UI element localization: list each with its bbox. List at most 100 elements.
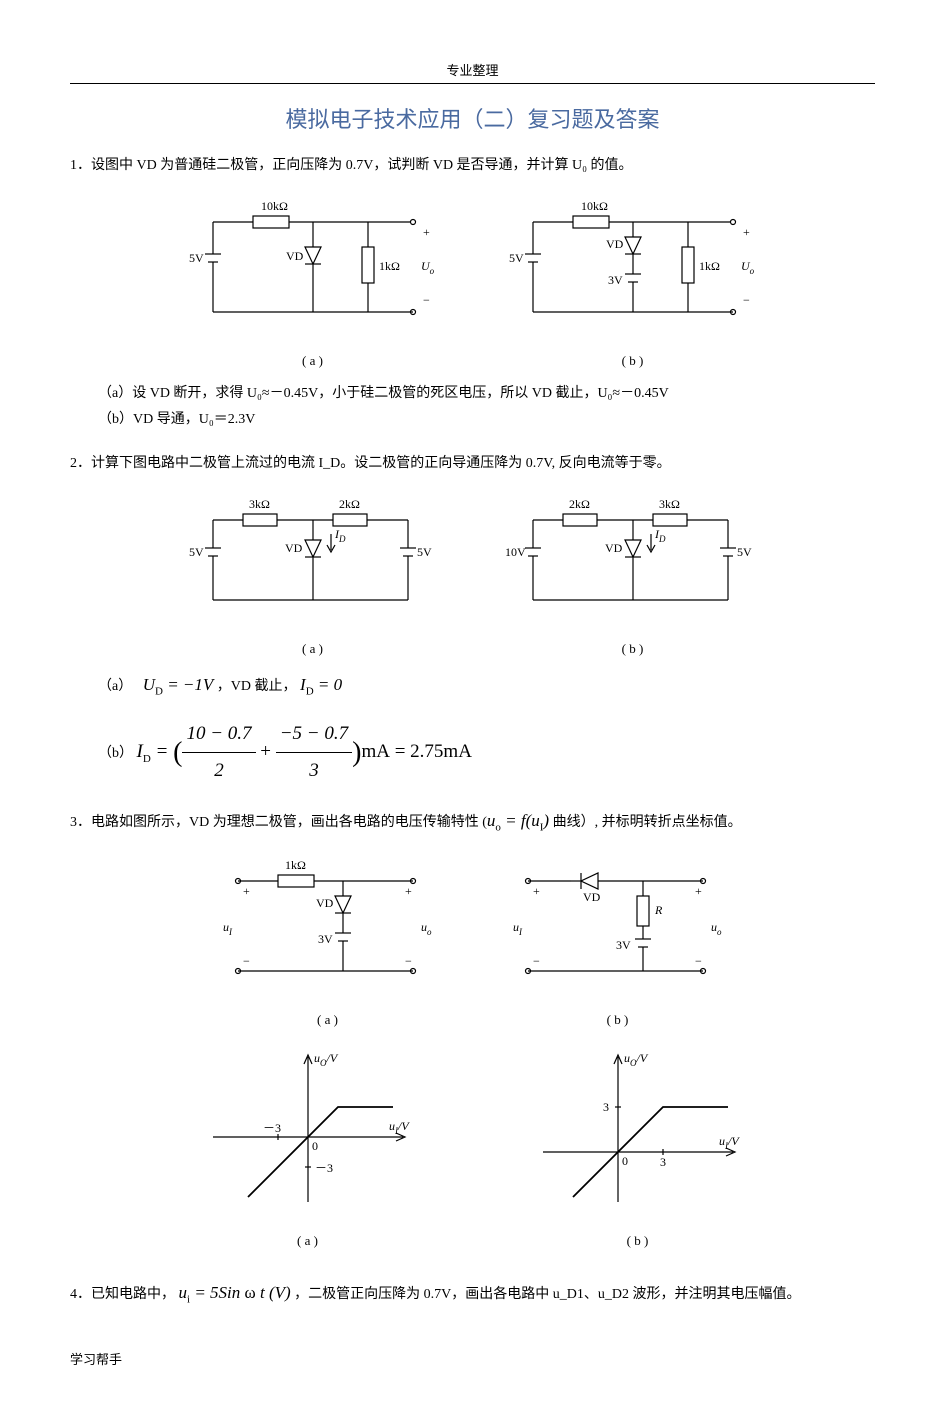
- q1b-rload: 1kΩ: [699, 259, 720, 273]
- q1b-uo-sub: o: [749, 266, 754, 276]
- q1a-r-top: 10kΩ: [261, 199, 288, 213]
- circuit-2a-svg: 3kΩ 2kΩ 5V 5V VD ID: [183, 490, 443, 630]
- circuit-1b-svg: 10kΩ 5V VD 3V 1kΩ + Uo −: [503, 192, 763, 342]
- q1b-vbias: 3V: [608, 273, 623, 287]
- q3a-vbias: 3V: [318, 932, 333, 946]
- gb-yunit: /V: [635, 1051, 648, 1065]
- q1a-minus: −: [423, 293, 430, 307]
- q1a-uo-sub: o: [429, 266, 434, 276]
- formula-ud: UD = −1V: [143, 675, 214, 694]
- q2a-vd: VD: [285, 541, 303, 555]
- ga-neg3y: －3: [315, 1161, 333, 1175]
- p3-formula: uo = f(uI): [487, 811, 549, 830]
- q3a-ui-sub: I: [228, 927, 233, 937]
- svg-text:uo: uo: [711, 920, 722, 937]
- q1b-plus: +: [743, 225, 750, 239]
- q2a-vright: 5V: [417, 545, 432, 559]
- q3a-rtop: 1kΩ: [285, 858, 306, 872]
- ga-neg3x: －3: [263, 1121, 281, 1135]
- ans-2b-pre: （b）: [98, 746, 133, 761]
- q2b-vd: VD: [605, 541, 623, 555]
- gb-3y: 3: [603, 1100, 609, 1114]
- svg-text:ID: ID: [654, 527, 666, 544]
- f2b-eq: = 2.75mA: [395, 741, 472, 762]
- fig-2a-cap: ( a ): [183, 641, 443, 657]
- p3-post: 曲线）, 并标明转折点坐标值。: [549, 815, 742, 830]
- f2b-den2: 3: [276, 753, 352, 789]
- ans-2b: （b） ID = (10 − 0.72 + −5 − 0.73)mA = 2.7…: [98, 716, 875, 789]
- gb-xunit: /V: [727, 1134, 740, 1148]
- ga-xunit: /V: [397, 1119, 410, 1133]
- graph-3b: uO/V uI/V 3 3 0 ( b ): [523, 1042, 753, 1249]
- graph-3b-cap: ( b ): [523, 1233, 753, 1249]
- q3b-vd: VD: [583, 890, 601, 904]
- ans-2a-pre: （a）: [98, 679, 132, 694]
- q1b-vd: VD: [606, 237, 624, 251]
- ans-1a: （a）设 VD 断开，求得 U₀≈－0.45V，小于硅二极管的死区电压，所以 V…: [98, 381, 875, 408]
- ans-2a: （a） UD = −1V ，VD 截止， ID = 0: [98, 669, 875, 702]
- q1b-r-top: 10kΩ: [581, 199, 608, 213]
- q2b-r1: 2kΩ: [569, 497, 590, 511]
- graph-3a: uO/V uI/V －3 －3 0 ( a ): [193, 1042, 423, 1249]
- q3a-uo-sub: o: [427, 927, 432, 937]
- p4-post: ，二极管正向压降为 0.7V，画出各电路中 u_D1、u_D2 波形，并注明其电…: [294, 1287, 800, 1302]
- svg-text:uO/V: uO/V: [314, 1051, 339, 1068]
- q3a-minus-r: −: [405, 954, 412, 968]
- f2b-den1: 2: [182, 753, 255, 789]
- q3b-r: R: [654, 903, 663, 917]
- svg-text:uI: uI: [513, 920, 523, 937]
- problem-2-text: 2．计算下图电路中二极管上流过的电流 I_D。设二极管的正向导通压降为 0.7V…: [70, 452, 875, 476]
- circuit-2b-svg: 2kΩ 3kΩ 10V 5V VD ID: [503, 490, 763, 630]
- f2b-plus: +: [260, 741, 271, 762]
- formula-id0: ID = 0: [300, 675, 342, 694]
- q2a-vleft: 5V: [189, 545, 204, 559]
- q1b-minus: −: [743, 293, 750, 307]
- graph-3a-svg: uO/V uI/V －3 －3 0: [193, 1042, 423, 1222]
- svg-text:Uo: Uo: [421, 259, 435, 276]
- q3b-plus-r: +: [695, 884, 702, 898]
- problem-3-graphs: uO/V uI/V －3 －3 0 ( a ) uO/V: [70, 1042, 875, 1249]
- fig-3b: + − uI VD R 3V + − uo ( b ): [503, 851, 733, 1028]
- problem-3-text: 3．电路如图所示，VD 为理想二极管，画出各电路的电压传输特性 (uo = f(…: [70, 807, 875, 837]
- p4-formula: ui = 5Sin ω t (V): [179, 1283, 291, 1302]
- ga-yunit: /V: [325, 1051, 338, 1065]
- q3b-uo-sub: o: [717, 927, 722, 937]
- q2a-r2: 2kΩ: [339, 497, 360, 511]
- circuit-1a-svg: 10kΩ 5V VD 1kΩ + Uo −: [183, 192, 443, 342]
- q3a-plus-l: +: [243, 884, 250, 898]
- q1a-vd: VD: [286, 249, 304, 263]
- graph-3a-cap: ( a ): [193, 1233, 423, 1249]
- fig-2b: 2kΩ 3kΩ 10V 5V VD ID ( b ): [503, 490, 763, 657]
- circuit-3a-svg: 1kΩ + − uI VD 3V + − uo: [213, 851, 443, 1001]
- f2b-num2: −5 − 0.7: [276, 716, 352, 753]
- fig-1a-cap: ( a ): [183, 353, 443, 369]
- q3a-minus-l: −: [243, 954, 250, 968]
- q1a-rload: 1kΩ: [379, 259, 400, 273]
- q1b-vsrc: 5V: [509, 251, 524, 265]
- page-header: 专业整理: [70, 60, 875, 79]
- q2b-id-sub: D: [658, 534, 666, 544]
- fig-3a: 1kΩ + − uI VD 3V + − uo ( a ): [213, 851, 443, 1028]
- page-footer: 学习帮手: [70, 1349, 875, 1368]
- q3a-plus-r: +: [405, 884, 412, 898]
- q1a-plus: +: [423, 225, 430, 239]
- svg-text:uI/V: uI/V: [389, 1119, 410, 1136]
- svg-text:uI/V: uI/V: [719, 1134, 740, 1151]
- q3b-ui-sub: I: [518, 927, 523, 937]
- problem-2-answers: （a） UD = −1V ，VD 截止， ID = 0 （b） ID = (10…: [98, 669, 875, 789]
- q3b-minus-l: −: [533, 954, 540, 968]
- problem-4-text: 4．已知电路中， ui = 5Sin ω t (V) ，二极管正向压降为 0.7…: [70, 1279, 875, 1309]
- ans-1b: （b）VD 导通，U₀＝2.3V: [98, 407, 875, 434]
- svg-text:uI: uI: [223, 920, 233, 937]
- ga-zero: 0: [312, 1139, 318, 1153]
- problem-1-text: 1．设图中 VD 为普通硅二极管，正向压降为 0.7V，试判断 VD 是否导通，…: [70, 154, 875, 178]
- q2b-r2: 3kΩ: [659, 497, 680, 511]
- problem-2-figures: 3kΩ 2kΩ 5V 5V VD ID ( a ): [70, 490, 875, 657]
- q3b-plus-l: +: [533, 884, 540, 898]
- fig-3b-cap: ( b ): [503, 1012, 733, 1028]
- svg-text:uO/V: uO/V: [624, 1051, 649, 1068]
- fig-1a: 10kΩ 5V VD 1kΩ + Uo − ( a ): [183, 192, 443, 369]
- fig-1b: 10kΩ 5V VD 3V 1kΩ + Uo − ( b ): [503, 192, 763, 369]
- fig-3a-cap: ( a ): [213, 1012, 443, 1028]
- q1a-vsrc: 5V: [189, 251, 204, 265]
